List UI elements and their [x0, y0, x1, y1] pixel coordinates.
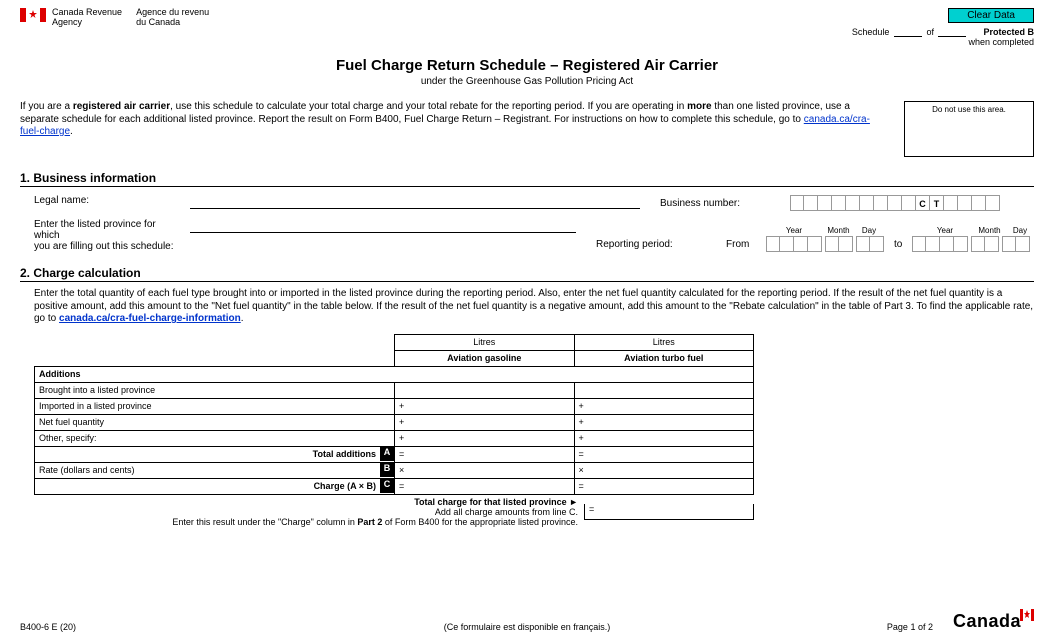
business-number-label: Business number:	[660, 198, 780, 209]
letter-c: C	[380, 479, 394, 493]
cell[interactable]: ×	[395, 462, 575, 478]
bn-c: C	[916, 195, 930, 211]
schedule-total-field[interactable]	[938, 27, 966, 37]
litres-label-2: Litres	[574, 334, 754, 350]
letter-b: B	[380, 463, 394, 477]
cell[interactable]: =	[395, 446, 575, 462]
do-not-use-area: Do not use this area.	[904, 101, 1034, 157]
legal-name-field[interactable]	[190, 195, 640, 209]
province-label: Enter the listed province for which you …	[20, 219, 180, 252]
agency-name-fr: Agence du revenu du Canada	[136, 8, 209, 28]
section2-intro: Enter the total quantity of each fuel ty…	[20, 288, 1034, 326]
col-aviation-turbo: Aviation turbo fuel	[574, 350, 754, 366]
schedule-label: Schedule	[852, 27, 890, 37]
cell[interactable]: +	[395, 414, 575, 430]
letter-a: A	[380, 447, 394, 461]
bn-t: T	[930, 195, 944, 211]
col-aviation-gasoline: Aviation gasoline	[395, 350, 575, 366]
canada-flag-icon	[20, 8, 46, 25]
cell[interactable]	[395, 382, 575, 398]
row-imported: Imported in a listed province	[35, 398, 395, 414]
when-completed-label: when completed	[852, 37, 1034, 47]
section2-title: 2. Charge calculation	[20, 266, 1034, 282]
month-label: Month	[822, 226, 855, 235]
business-number-boxes[interactable]: C T	[790, 195, 1000, 211]
agency-name-en: Canada Revenue Agency	[52, 8, 122, 28]
form-title: Fuel Charge Return Schedule – Registered…	[20, 57, 1034, 74]
agency-block: Canada Revenue Agency Agence du revenu d…	[20, 8, 209, 28]
section1-title: 1. Business information	[20, 171, 1034, 187]
litres-label-1: Litres	[395, 334, 575, 350]
row-net-fuel: Net fuel quantity	[35, 414, 395, 430]
page-footer: B400-6 E (20) (Ce formulaire est disponi…	[20, 611, 1034, 632]
from-label: From	[726, 239, 756, 250]
total-province-label: Total charge for that listed province ►	[414, 497, 578, 507]
clear-data-button[interactable]: Clear Data	[948, 8, 1034, 23]
cell[interactable]: =	[395, 478, 575, 494]
additions-header: Additions	[35, 366, 754, 382]
header-right: Clear Data Schedule of Protected B when …	[852, 8, 1034, 47]
of-label: of	[926, 27, 934, 37]
page-header: Canada Revenue Agency Agence du revenu d…	[20, 8, 1034, 47]
form-subtitle: under the Greenhouse Gas Pollution Prici…	[20, 76, 1034, 87]
row-rate: Rate (dollars and cents)	[35, 463, 380, 477]
total-charge-field[interactable]: =	[584, 504, 754, 520]
year-label: Year	[766, 226, 822, 235]
cell[interactable]: =	[574, 478, 754, 494]
add-all-label: Add all charge amounts from line C.	[435, 507, 578, 517]
cell[interactable]: +	[395, 430, 575, 446]
cell[interactable]: +	[574, 430, 754, 446]
day-label: Day	[855, 226, 883, 235]
from-date-boxes[interactable]	[766, 236, 884, 252]
cell[interactable]: +	[574, 414, 754, 430]
protected-label: Protected B	[983, 27, 1034, 37]
row-other: Other, specify:	[35, 430, 395, 446]
row-brought: Brought into a listed province	[35, 382, 395, 398]
to-date-boxes[interactable]	[912, 236, 1030, 252]
cell[interactable]: +	[395, 398, 575, 414]
french-note: (Ce formulaire est disponible en françai…	[20, 622, 1034, 632]
to-label: to	[894, 239, 902, 250]
cell[interactable]	[574, 382, 754, 398]
cell[interactable]: =	[574, 446, 754, 462]
legal-name-label: Legal name:	[20, 195, 180, 211]
intro-text: If you are a registered air carrier, use…	[20, 101, 884, 157]
cell[interactable]: +	[574, 398, 754, 414]
cell[interactable]: ×	[574, 462, 754, 478]
fuel-charge-info-link[interactable]: canada.ca/cra-fuel-charge-information	[59, 313, 241, 324]
row-charge: Charge (A × B)	[35, 479, 380, 493]
schedule-number-field[interactable]	[894, 27, 922, 37]
charge-calculation-table: Litres Litres Aviation gasoline Aviation…	[34, 334, 754, 495]
province-field[interactable]	[190, 219, 576, 233]
row-total-additions: Total additions	[35, 447, 380, 461]
reporting-period-label: Reporting period:	[596, 239, 716, 250]
